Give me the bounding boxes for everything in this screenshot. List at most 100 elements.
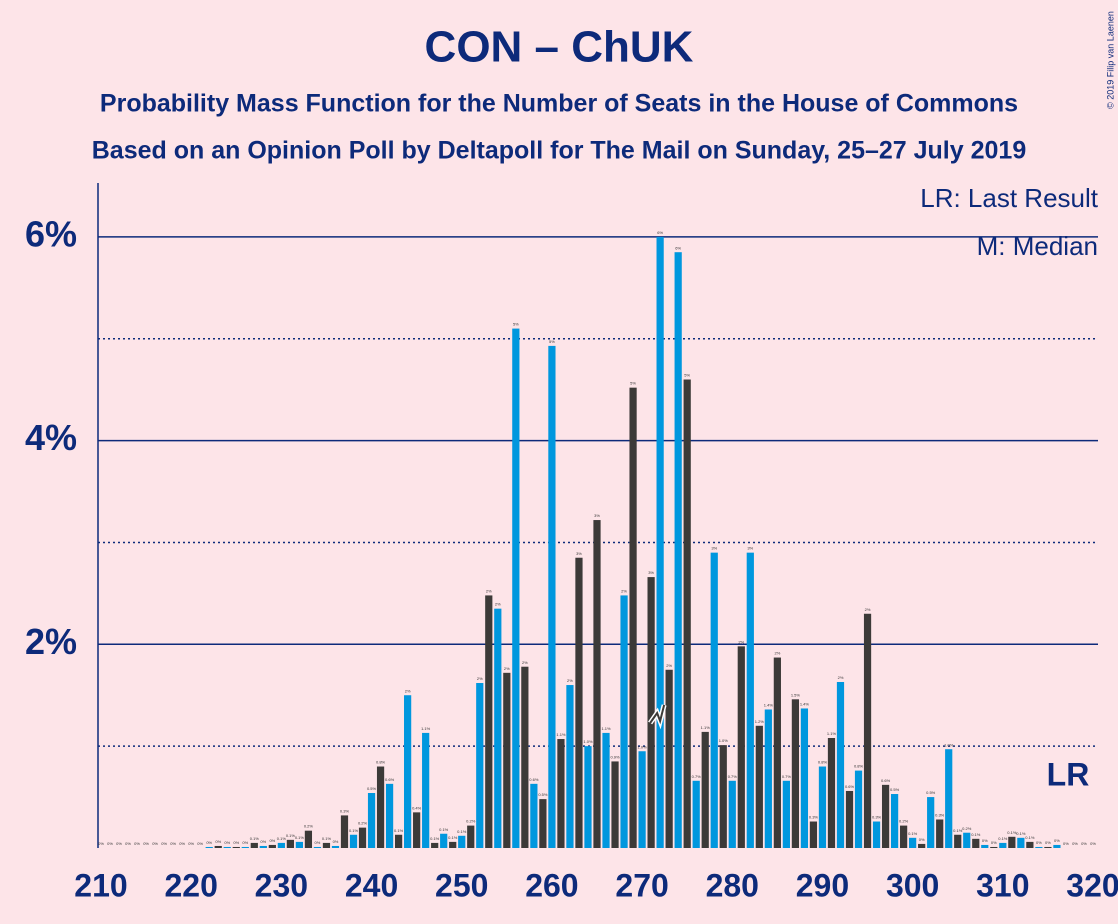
- value-label: 0.1%: [457, 829, 467, 834]
- bar: [1053, 844, 1061, 848]
- bar: [638, 751, 646, 848]
- value-label: 1.0%: [944, 742, 954, 747]
- value-label: 2%: [666, 663, 672, 668]
- value-label: 0.2%: [466, 819, 476, 824]
- chart-subtitle: Based on an Opinion Poll by Deltapoll fo…: [92, 137, 1026, 165]
- y-tick-label: 6%: [25, 213, 77, 254]
- value-label: 1.1%: [827, 731, 837, 736]
- value-label: 0.1%: [1025, 835, 1035, 840]
- bar: [241, 846, 249, 848]
- bar: [954, 834, 962, 848]
- bar: [295, 841, 304, 848]
- value-label: 0%: [116, 841, 122, 846]
- value-label: 0%: [1072, 841, 1078, 846]
- value-label: 1.1%: [556, 732, 566, 737]
- value-label: 0.1%: [430, 836, 440, 841]
- value-label: 0%: [1036, 840, 1042, 845]
- value-label: 0.4%: [412, 805, 422, 810]
- value-label: 0.1%: [295, 835, 305, 840]
- bar: [746, 552, 754, 848]
- bar: [304, 830, 313, 848]
- value-label: 0%: [242, 840, 248, 845]
- bar: [854, 770, 863, 848]
- value-label: 0.6%: [385, 777, 395, 782]
- value-label: 6%: [675, 245, 681, 250]
- value-label: 0%: [919, 837, 925, 842]
- value-label: 0.6%: [845, 784, 855, 789]
- bar: [782, 780, 790, 848]
- x-tick-label: 300: [886, 867, 939, 903]
- bar: [611, 761, 619, 848]
- value-label: 0%: [188, 841, 194, 846]
- value-label: 0%: [206, 840, 212, 845]
- x-tick-label: 320: [1066, 867, 1118, 903]
- bar: [710, 552, 718, 848]
- value-label: 0%: [1045, 840, 1051, 845]
- bar: [205, 846, 213, 848]
- value-label: 1.5%: [791, 692, 801, 697]
- value-label: 0.1%: [908, 831, 918, 836]
- value-label: 0.5%: [890, 787, 900, 792]
- value-label: 0.1%: [998, 836, 1008, 841]
- bar: [845, 790, 854, 848]
- value-label: 0%: [143, 841, 149, 846]
- value-label: 0.1%: [286, 833, 296, 838]
- value-label: 0.1%: [322, 836, 332, 841]
- bar: [909, 837, 917, 848]
- bar: [647, 577, 655, 848]
- value-label: 0.1%: [971, 832, 981, 837]
- value-label: 3%: [648, 570, 654, 575]
- value-label: 0.1%: [1007, 830, 1017, 835]
- value-label: 0.1%: [439, 827, 449, 832]
- value-label: 0.9%: [610, 754, 620, 759]
- x-tick-label: 280: [706, 867, 759, 903]
- chart-title: CON – ChUK: [425, 23, 694, 72]
- bar: [376, 766, 385, 848]
- bar: [809, 821, 818, 848]
- bar: [467, 825, 475, 848]
- value-label: 0%: [233, 840, 239, 845]
- bar: [530, 783, 538, 848]
- bar: [277, 842, 285, 848]
- value-label: 2%: [486, 588, 492, 593]
- value-label: 5%: [630, 381, 636, 386]
- bar: [458, 835, 466, 848]
- value-label: 0%: [1054, 838, 1060, 843]
- value-label: 0.2%: [899, 819, 909, 824]
- value-label: 1.2%: [755, 719, 765, 724]
- value-label: 0.1%: [448, 835, 458, 840]
- x-tick-label: 230: [255, 867, 308, 903]
- last-result-label: LR: [1047, 756, 1090, 792]
- copyright: © 2019 Filip van Laenen: [1105, 11, 1115, 109]
- x-tick-label: 270: [615, 867, 668, 903]
- value-label: 2%: [774, 651, 780, 656]
- bar: [358, 827, 367, 848]
- bar: [719, 745, 727, 848]
- bar: [927, 797, 935, 848]
- value-label: 0%: [134, 841, 140, 846]
- bar: [863, 613, 872, 848]
- bar: [349, 834, 358, 848]
- bar: [214, 845, 222, 848]
- bar: [539, 799, 547, 848]
- bar: [755, 725, 763, 848]
- value-label: 0.1%: [394, 828, 404, 833]
- value-label: 1.1%: [421, 726, 431, 731]
- bar: [367, 793, 376, 848]
- bar: [232, 846, 240, 848]
- value-label: 0%: [260, 839, 266, 844]
- value-label: 1.0%: [719, 738, 729, 743]
- value-label: 1.1%: [701, 725, 711, 730]
- bar: [1017, 837, 1025, 848]
- bar: [818, 766, 827, 848]
- bar: [322, 842, 331, 848]
- value-label: 0%: [179, 841, 185, 846]
- bar: [223, 846, 231, 848]
- bar: [990, 846, 998, 848]
- x-tick-label: 240: [345, 867, 398, 903]
- bar: [394, 834, 403, 848]
- value-label: 0%: [107, 841, 113, 846]
- value-label: 0%: [161, 841, 167, 846]
- bar: [449, 841, 457, 848]
